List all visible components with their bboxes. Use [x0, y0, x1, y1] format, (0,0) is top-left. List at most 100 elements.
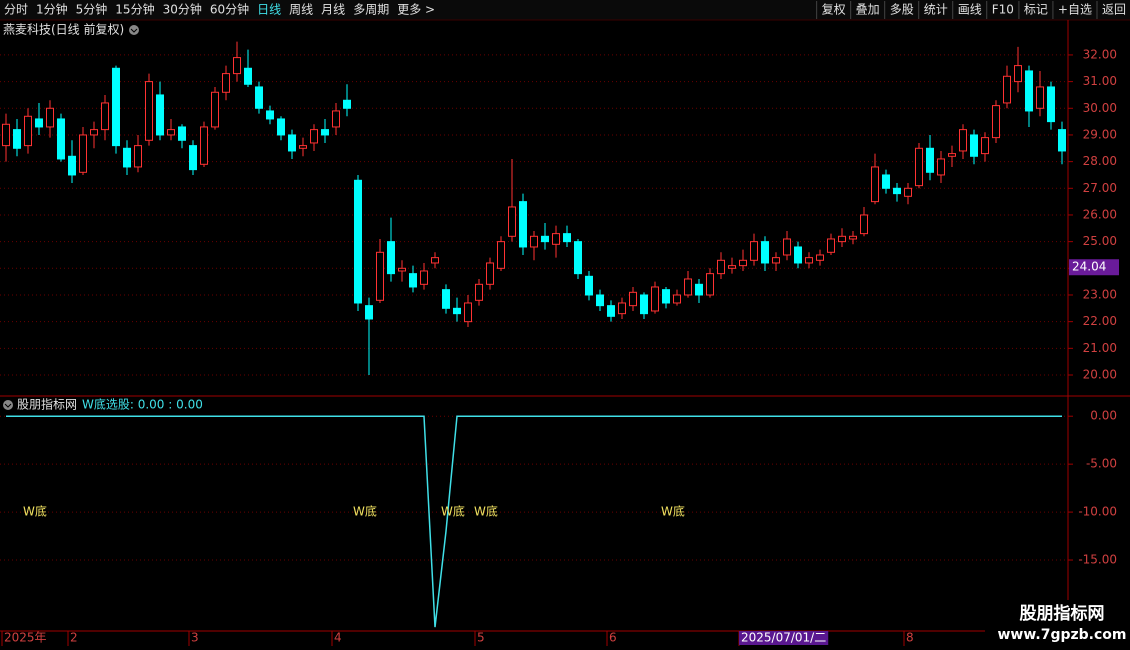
toolbar-button[interactable]: 返回 [1102, 3, 1126, 17]
candle-body [1003, 75, 1011, 104]
candle-body [431, 257, 439, 264]
y-tick-label: 23.00 [1083, 287, 1117, 301]
candle-body [134, 145, 142, 168]
toolbar-tab[interactable]: 分时 [4, 3, 28, 17]
candle-body [596, 294, 604, 307]
candle-body [772, 257, 780, 264]
signal-label: W底 [661, 504, 685, 519]
candle-body [497, 241, 505, 269]
y-tick-label: 26.00 [1083, 207, 1117, 221]
candle-body [46, 107, 54, 128]
candle-body [739, 259, 747, 267]
candle-body [970, 134, 978, 157]
candle-body [706, 273, 714, 296]
candle-body [211, 91, 219, 128]
x-tick-label: 8 [906, 631, 914, 645]
y-tick-label: 32.00 [1083, 47, 1117, 61]
candle-body [926, 147, 934, 173]
candle-body [838, 235, 846, 243]
candle-body [255, 86, 263, 109]
candle-body [332, 110, 340, 128]
candle-body [805, 257, 813, 264]
title-menu-arrow [130, 28, 138, 33]
toolbar-tab[interactable]: 周线 [289, 3, 313, 17]
candle-body [354, 179, 362, 304]
indicator-menu-icon[interactable] [3, 400, 13, 410]
toolbar-tab[interactable]: 多周期 [353, 3, 389, 17]
y-tick-label: -5.00 [1086, 457, 1117, 471]
candle-body [101, 102, 109, 131]
y-tick-label: -15.00 [1078, 553, 1117, 567]
x-tick-label: 2 [70, 631, 78, 645]
toolbar-button[interactable]: 统计 [924, 3, 948, 17]
candle-body [651, 286, 659, 312]
toolbar-tab[interactable]: 5分钟 [76, 2, 108, 17]
toolbar-tab[interactable]: 15分钟 [115, 2, 154, 17]
toolbar-tab[interactable]: 更多 > [397, 3, 435, 17]
candle-body [563, 233, 571, 243]
candle-body [508, 206, 516, 237]
candle-body [827, 238, 835, 253]
candle-body [959, 129, 967, 152]
toolbar-button[interactable]: 多股 [890, 3, 914, 17]
candle-body [222, 73, 230, 93]
candle-body [90, 129, 98, 136]
candle-body [640, 294, 648, 315]
candle-body [728, 265, 736, 269]
toolbar-tab[interactable]: 月线 [321, 3, 345, 17]
title-menu-icon[interactable] [129, 25, 139, 35]
candle-body [574, 241, 582, 275]
candle-body [156, 94, 164, 136]
toolbar-tab[interactable]: 日线 [257, 3, 281, 17]
x-tick-label: 4 [334, 631, 342, 645]
toolbar-button[interactable]: +自选 [1058, 3, 1092, 17]
candle-body [266, 110, 274, 120]
signal-label: W底 [353, 504, 377, 519]
candle-body [277, 118, 285, 136]
toolbar-button[interactable]: 复权 [822, 3, 846, 17]
candle-body [717, 259, 725, 275]
candle-body [420, 270, 428, 285]
toolbar-button[interactable]: F10 [992, 3, 1014, 17]
candle-body [981, 137, 989, 155]
candle-body [761, 241, 769, 264]
candle-body [189, 145, 197, 171]
candle-body [321, 129, 329, 136]
candle-body [365, 305, 373, 320]
y-tick-label: 0.00 [1090, 409, 1117, 423]
indicator-title: 股朋指标网 [17, 397, 77, 412]
candle-body [35, 118, 43, 128]
candle-body [376, 251, 384, 301]
toolbar-tab[interactable]: 30分钟 [163, 2, 202, 17]
y-tick-label: 30.00 [1083, 101, 1117, 115]
candle-body [24, 115, 32, 147]
candle-body [486, 262, 494, 285]
x-tick-label: 2025年 [4, 631, 47, 645]
candle-body [937, 158, 945, 176]
candle-body [1025, 70, 1033, 112]
x-tick-label: 6 [609, 631, 617, 645]
candle-body [167, 129, 175, 136]
candle-body [750, 241, 758, 261]
candle-body [552, 233, 560, 245]
candle-body [618, 302, 626, 315]
toolbar-button[interactable]: 叠加 [856, 3, 880, 17]
candle-body [607, 305, 615, 317]
y-tick-label: 20.00 [1083, 367, 1117, 381]
toolbar-button[interactable]: 画线 [958, 3, 982, 17]
candle-body [673, 294, 681, 304]
x-tick-label: 2025/07/01/二 [741, 631, 826, 645]
candle-body [695, 283, 703, 296]
toolbar-button[interactable]: 标记 [1024, 3, 1048, 17]
y-tick-label: 29.00 [1083, 127, 1117, 141]
y-tick-label: 21.00 [1083, 341, 1117, 355]
candle-body [662, 289, 670, 304]
candle-body [244, 67, 252, 85]
y-tick-label: 25.00 [1083, 234, 1117, 248]
price-marker [1069, 259, 1119, 276]
toolbar-tab[interactable]: 60分钟 [210, 2, 249, 17]
toolbar-tab[interactable]: 1分钟 [36, 2, 68, 17]
y-tick-label: 27.00 [1083, 181, 1117, 195]
